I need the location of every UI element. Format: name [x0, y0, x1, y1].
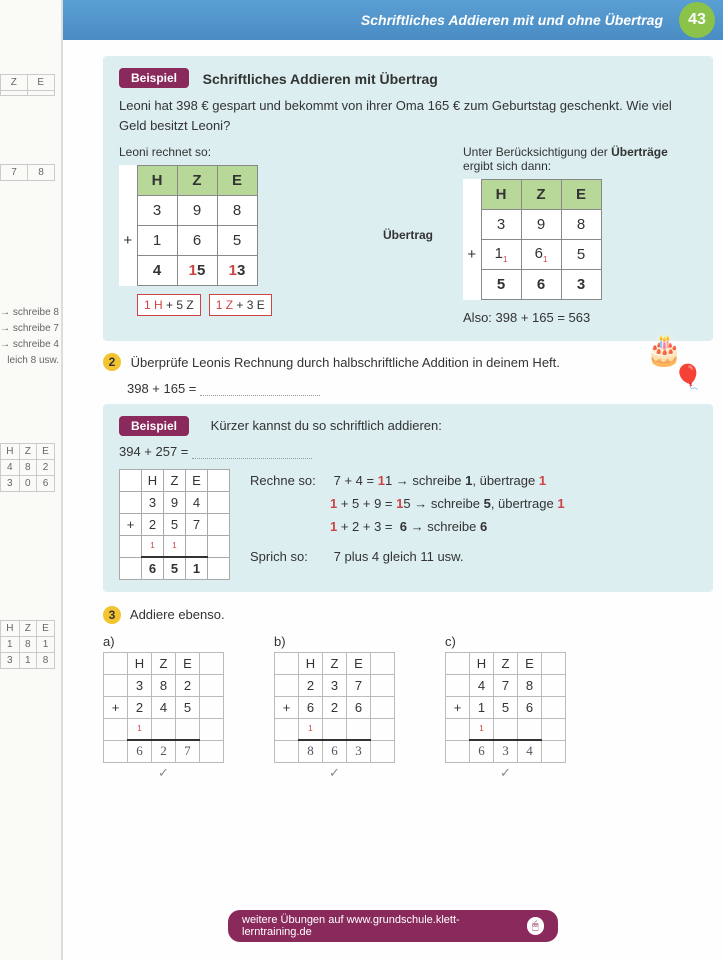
- balloon-icon: 🎈: [673, 363, 703, 392]
- left-calc-label: Leoni rechnet so:: [119, 145, 353, 159]
- task-3-problem: c) HZE 478 +156 1 634 ✓: [445, 634, 566, 781]
- example-1-title: Schriftliches Addieren mit Übertrag: [203, 71, 438, 87]
- header-title: Schriftliches Addieren mit und ohne Über…: [361, 12, 663, 28]
- carry-box-2: 1 Z + 3 E: [209, 294, 272, 316]
- right-calc-label: Unter Berücksichtigung der Überträge erg…: [463, 145, 697, 173]
- page-number-badge: 43: [679, 2, 715, 38]
- task-3-text: Addiere ebenso.: [130, 607, 225, 622]
- previous-page-peek: ZE 78 → schreibe 8 → schreibe 7 → schrei…: [0, 0, 63, 960]
- task-3: 3 Addiere ebenso. a) HZE 382 +245 1 627 …: [103, 606, 713, 781]
- task-2: 🎂 🎈 2 Überprüfe Leonis Rechnung durch ha…: [103, 353, 713, 396]
- task-2-text: Überprüfe Leonis Rechnung durch halbschr…: [131, 353, 560, 373]
- page-header: Schriftliches Addieren mit und ohne Über…: [63, 0, 723, 40]
- example-2-title: Kürzer kannst du so schriftlich addieren…: [211, 418, 442, 433]
- right-addition-table: HZE 398 +11615 563: [463, 179, 602, 300]
- uebertrag-label: Übertrag: [383, 228, 433, 242]
- example-1: Beispiel Schriftliches Addieren mit Über…: [103, 56, 713, 341]
- example-2: Beispiel Kürzer kannst du so schriftlich…: [103, 404, 713, 592]
- carry-box-1: 1 H + 5 Z: [137, 294, 201, 316]
- mouse-icon: 🖱: [527, 917, 544, 935]
- blank-line[interactable]: [200, 382, 320, 396]
- example-2-grid: HZE 394 +257 11 651: [119, 469, 230, 580]
- also-result: Also: 398 + 165 = 563: [463, 310, 697, 325]
- beispiel-tag-2: Beispiel: [119, 416, 189, 436]
- task-3-problem: b) HZE 237 +626 1 863 ✓: [274, 634, 395, 781]
- footer-bar: weitere Übungen auf www.grundschule.klet…: [228, 910, 558, 942]
- rechne-steps: Rechne so: 7 + 4 = 11 → schreibe 1, über…: [250, 469, 565, 569]
- task-3-problem: a) HZE 382 +245 1 627 ✓: [103, 634, 224, 781]
- footer-text: weitere Übungen auf www.grundschule.klet…: [242, 914, 519, 938]
- task-3-number: 3: [103, 606, 121, 624]
- blank-line-2: [192, 445, 312, 459]
- page: Schriftliches Addieren mit und ohne Über…: [63, 0, 723, 960]
- left-addition-table: HZE 398 +165 41513: [119, 165, 258, 286]
- example-1-problem: Leoni hat 398 € gespart und bekommt von …: [119, 96, 697, 135]
- example-2-expr: 394 + 257 =: [119, 444, 188, 459]
- task-2-expr: 398 + 165 =: [127, 381, 196, 396]
- task-2-number: 2: [103, 353, 121, 371]
- beispiel-tag: Beispiel: [119, 68, 189, 88]
